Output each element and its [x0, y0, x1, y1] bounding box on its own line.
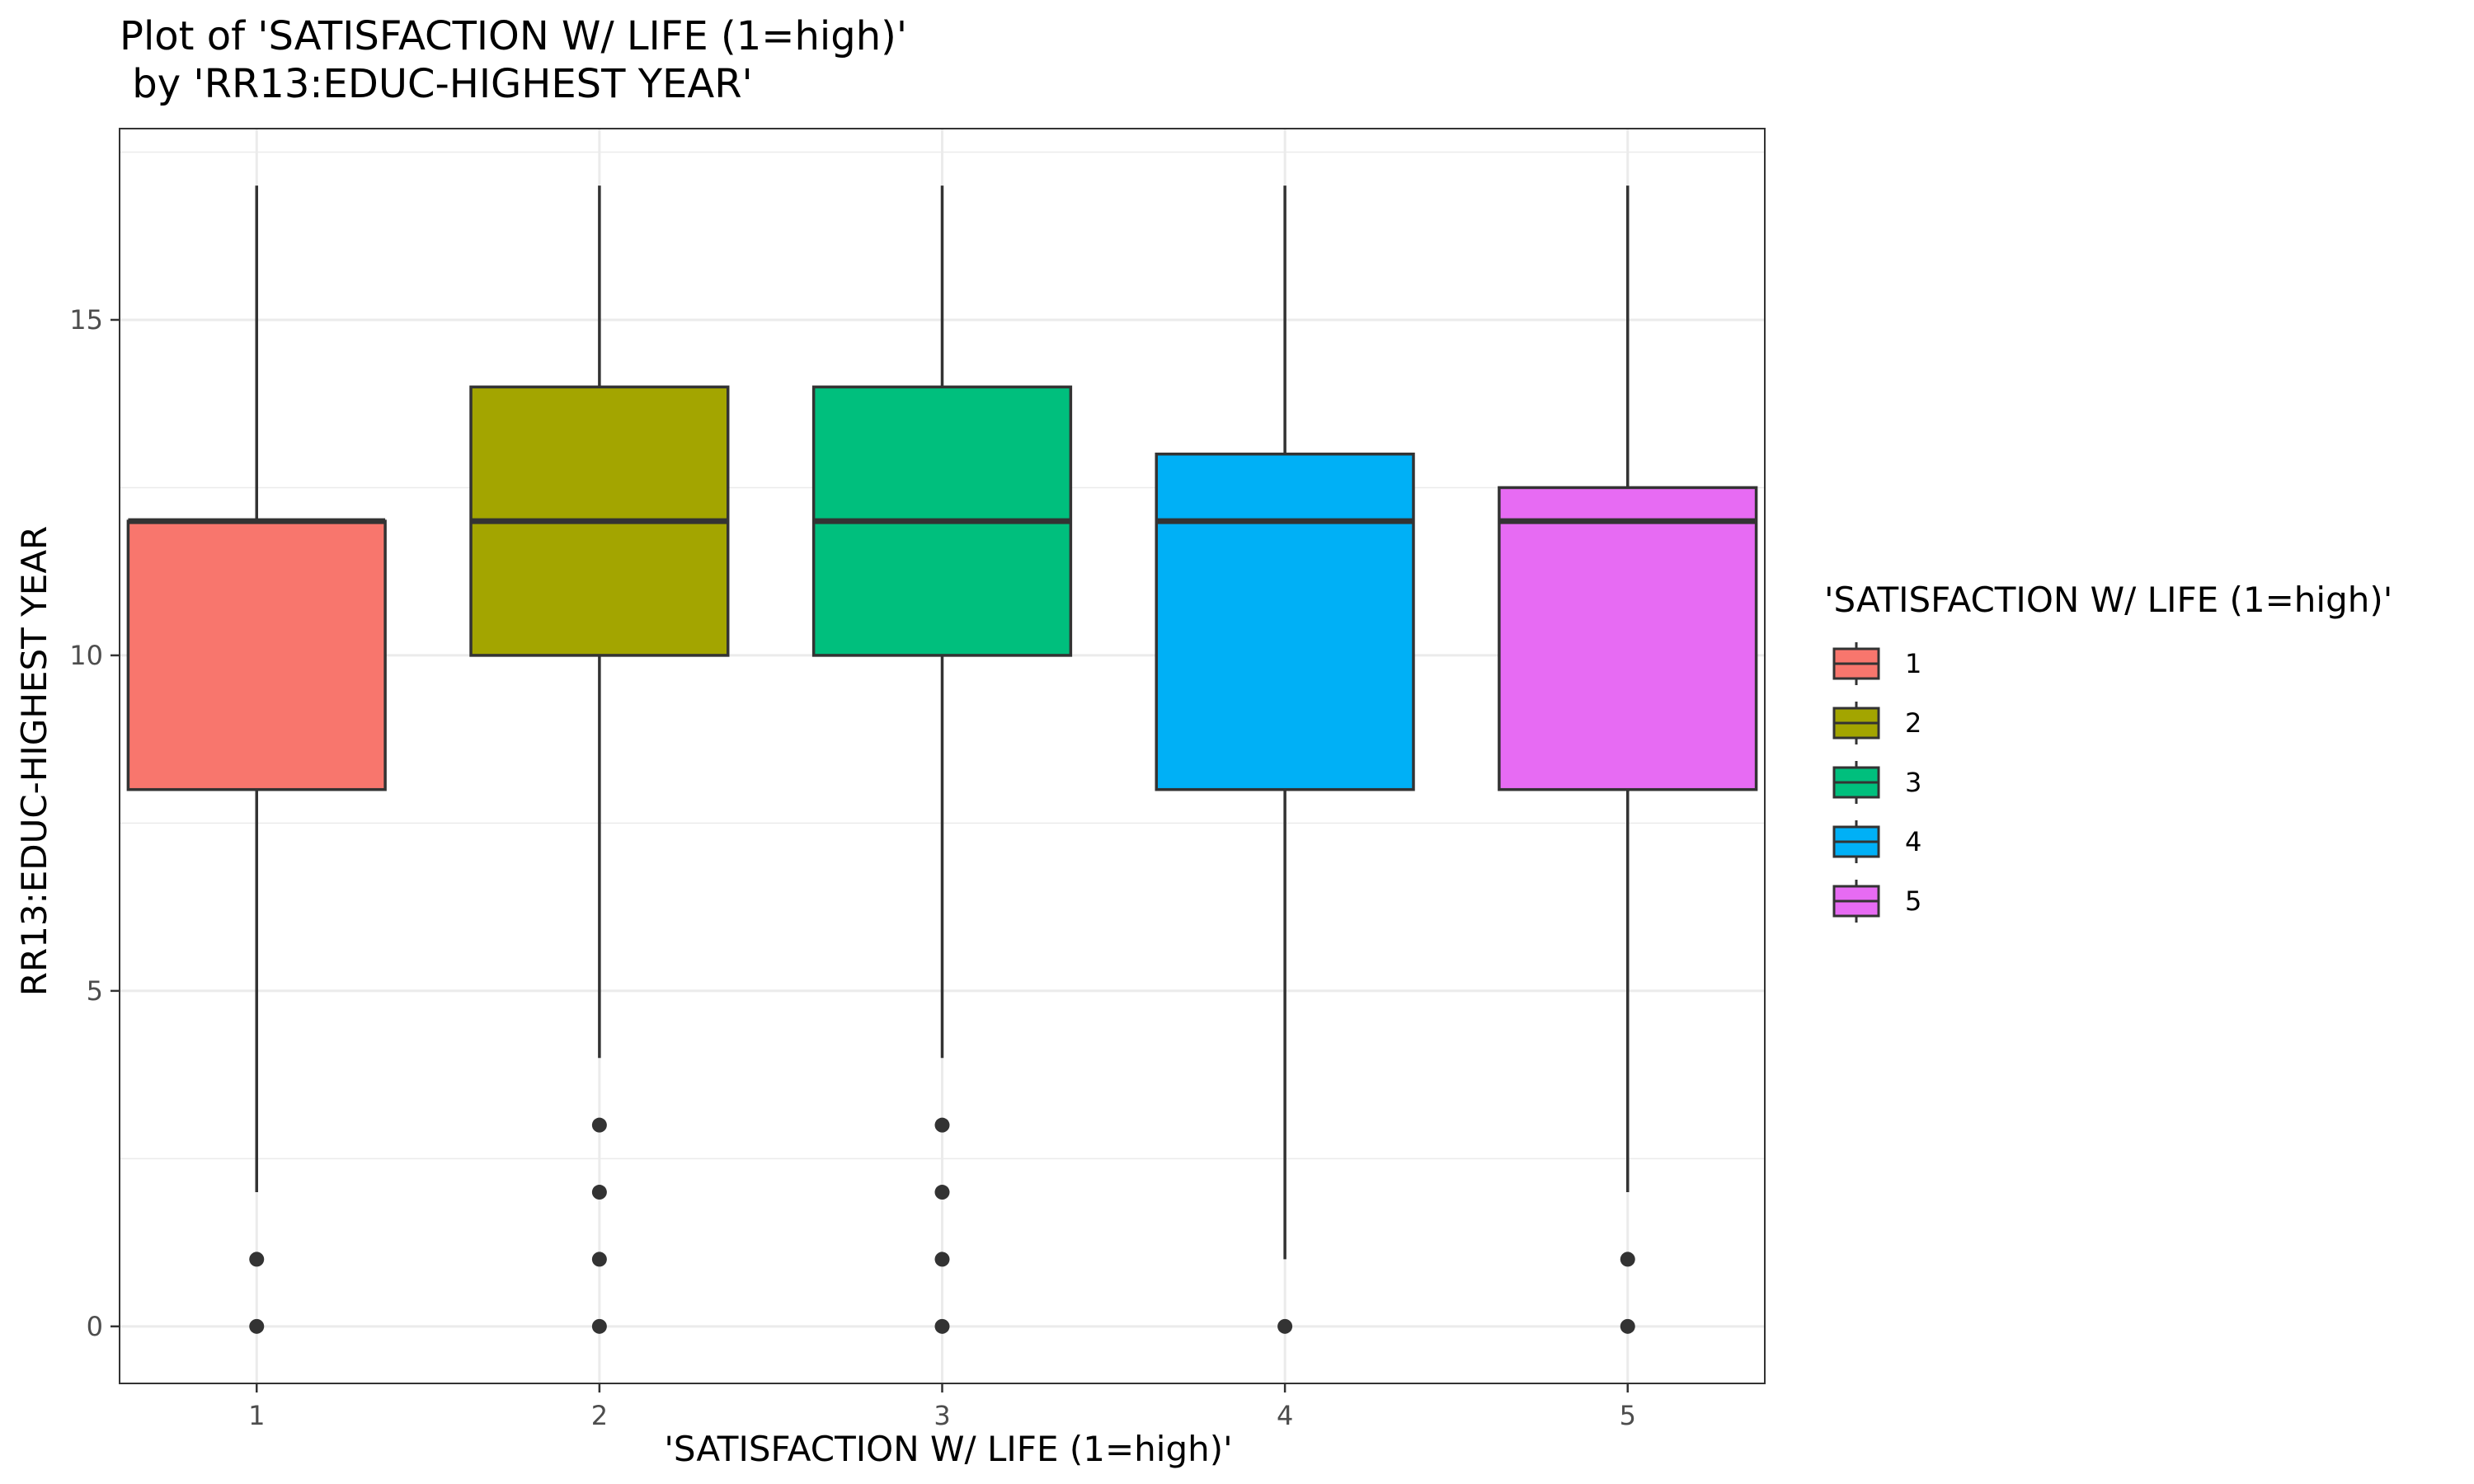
legend-label: 2 — [1905, 707, 1921, 739]
chart-title-line1: Plot of 'SATISFACTION W/ LIFE (1=high)' — [120, 13, 907, 59]
chart-title-line2: by 'RR13:EDUC-HIGHEST YEAR' — [120, 61, 753, 107]
box-category-5 — [1498, 186, 1758, 1334]
outlier-point — [249, 1252, 265, 1267]
legend-item-3: 3 — [1832, 761, 1921, 804]
legend-label: 4 — [1905, 826, 1921, 857]
legend-label: 3 — [1905, 767, 1921, 798]
box-category-2 — [469, 186, 730, 1334]
outlier-point — [249, 1318, 265, 1334]
y-tick-label: 10 — [69, 640, 103, 671]
outlier-point — [591, 1252, 607, 1267]
outlier-point — [934, 1185, 950, 1200]
x-tick-label: 4 — [1277, 1400, 1293, 1431]
x-tick-label: 2 — [591, 1400, 608, 1431]
box-iqr — [1155, 452, 1415, 791]
y-tick-label: 15 — [69, 304, 103, 336]
legend: 'SATISFACTION W/ LIFE (1=high)' 1 2 3 4 5 — [1824, 580, 2392, 923]
outlier-point — [591, 1185, 607, 1200]
x-tick-label: 1 — [248, 1400, 265, 1431]
box-iqr — [126, 519, 387, 791]
legend-item-4: 4 — [1832, 820, 1921, 863]
outlier-point — [591, 1318, 607, 1334]
axis-ticks: 0 5 10 15 1 2 3 4 5 — [69, 304, 1636, 1431]
y-tick-label: 5 — [87, 975, 103, 1007]
x-axis-title: 'SATISFACTION W/ LIFE (1=high)' — [664, 1429, 1232, 1469]
outlier-point — [1620, 1252, 1635, 1267]
box-layer — [126, 186, 1758, 1334]
outlier-point — [1277, 1318, 1293, 1334]
x-tick-label: 3 — [934, 1400, 950, 1431]
box-iqr — [1498, 486, 1758, 791]
legend-label: 5 — [1905, 885, 1921, 917]
outlier-point — [591, 1117, 607, 1133]
legend-item-5: 5 — [1832, 880, 1921, 923]
x-tick-label: 5 — [1620, 1400, 1636, 1431]
y-axis-title: RR13:EDUC-HIGHEST YEAR — [14, 526, 54, 996]
y-tick-label: 0 — [87, 1311, 103, 1342]
outlier-point — [1620, 1318, 1635, 1334]
box-category-4 — [1155, 186, 1415, 1334]
box-category-3 — [811, 186, 1073, 1334]
legend-title: 'SATISFACTION W/ LIFE (1=high)' — [1824, 580, 2392, 620]
outlier-point — [934, 1117, 950, 1133]
legend-item-2: 2 — [1832, 702, 1921, 744]
outlier-point — [934, 1252, 950, 1267]
box-category-1 — [126, 186, 387, 1334]
legend-item-1: 1 — [1832, 642, 1921, 685]
legend-label: 1 — [1905, 648, 1921, 679]
outlier-point — [934, 1318, 950, 1334]
